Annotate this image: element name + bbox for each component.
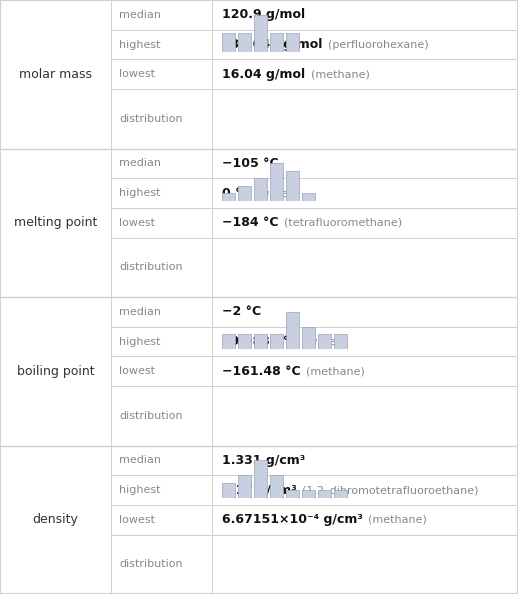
Text: highest: highest	[119, 188, 161, 198]
Text: lowest: lowest	[119, 218, 155, 228]
Text: 0 °C: 0 °C	[222, 187, 251, 200]
Text: density: density	[33, 513, 79, 526]
Text: distribution: distribution	[119, 411, 183, 421]
Text: median: median	[119, 456, 162, 465]
Text: highest: highest	[119, 337, 161, 346]
Text: molar mass: molar mass	[19, 68, 92, 81]
Text: −184 °C: −184 °C	[222, 216, 279, 229]
Text: (methane): (methane)	[306, 366, 365, 376]
Text: boiling point: boiling point	[17, 365, 94, 378]
Text: (methane): (methane)	[310, 69, 369, 79]
Text: highest: highest	[119, 485, 161, 495]
Text: (tetrafluoromethane): (tetrafluoromethane)	[284, 218, 402, 228]
Text: 6.67151×10⁻⁴ g/cm³: 6.67151×10⁻⁴ g/cm³	[222, 513, 363, 526]
Text: −2 °C: −2 °C	[222, 305, 262, 318]
Text: (perfluorohexane): (perfluorohexane)	[328, 40, 428, 49]
Text: distribution: distribution	[119, 560, 183, 569]
Text: distribution: distribution	[119, 114, 183, 124]
Text: lowest: lowest	[119, 366, 155, 376]
Text: 338.044 g/mol: 338.044 g/mol	[222, 38, 323, 51]
Text: distribution: distribution	[119, 263, 183, 272]
Text: 99.9839 °C: 99.9839 °C	[222, 335, 299, 348]
Text: 16.04 g/mol: 16.04 g/mol	[222, 68, 306, 81]
Text: highest: highest	[119, 40, 161, 49]
Text: (water): (water)	[256, 188, 297, 198]
Text: median: median	[119, 307, 162, 317]
Text: (methane): (methane)	[368, 515, 427, 525]
Text: median: median	[119, 159, 162, 168]
Text: melting point: melting point	[14, 216, 97, 229]
Text: −105 °C: −105 °C	[222, 157, 279, 170]
Text: 120.9 g/mol: 120.9 g/mol	[222, 8, 306, 21]
Text: 2.17 g/cm³: 2.17 g/cm³	[222, 484, 297, 497]
Text: −161.48 °C: −161.48 °C	[222, 365, 301, 378]
Text: 1.331 g/cm³: 1.331 g/cm³	[222, 454, 306, 467]
Text: (water): (water)	[304, 337, 344, 346]
Text: (1,2–dibromotetrafluoroethane): (1,2–dibromotetrafluoroethane)	[302, 485, 479, 495]
Text: lowest: lowest	[119, 69, 155, 79]
Text: lowest: lowest	[119, 515, 155, 525]
Text: median: median	[119, 10, 162, 20]
